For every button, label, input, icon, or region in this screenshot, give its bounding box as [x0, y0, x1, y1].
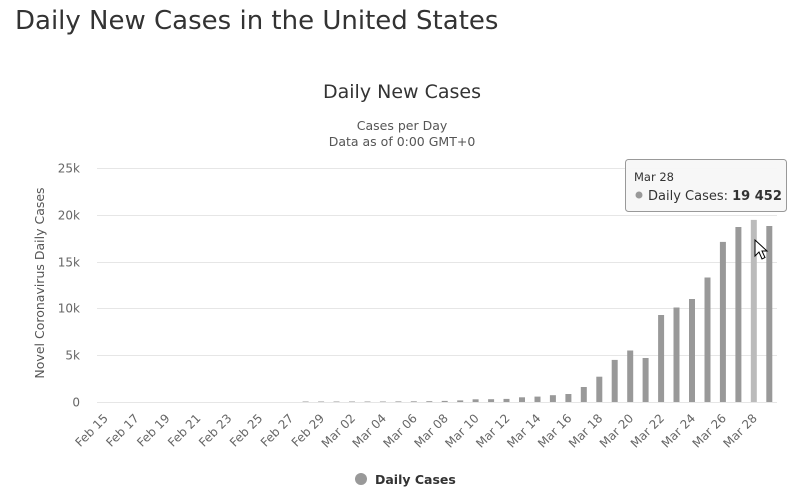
bar[interactable] [689, 299, 695, 402]
bar[interactable] [642, 358, 649, 402]
bar[interactable] [302, 401, 309, 403]
bar[interactable] [349, 401, 355, 403]
bar[interactable] [673, 307, 680, 403]
y-axis-ticks: 0 5k 10k 15k 20k 25k [58, 162, 80, 410]
legend-label-daily-cases[interactable]: Daily Cases [375, 472, 456, 487]
mouse-cursor-icon [754, 238, 769, 260]
tooltip-value: 19 452 [732, 189, 782, 204]
tooltip-series-name: Daily Cases: 19 452 [648, 189, 782, 204]
bar[interactable] [596, 376, 603, 402]
x-tick-label: Mar 28 [721, 411, 760, 450]
bar[interactable] [519, 397, 525, 402]
bar[interactable] [318, 401, 325, 403]
chart-subtitle-1: Cases per Day [357, 118, 448, 133]
x-tick-label: Feb 27 [258, 411, 296, 449]
bar[interactable] [766, 226, 773, 402]
bar[interactable] [704, 277, 711, 403]
legend[interactable]: Daily Cases [355, 472, 456, 487]
y-tick-label: 10k [58, 302, 80, 316]
tooltip-box [625, 159, 787, 212]
bar[interactable] [735, 227, 742, 402]
y-tick-label: 0 [72, 396, 80, 410]
x-tick-label: Feb 19 [134, 411, 172, 449]
bar[interactable] [457, 400, 464, 402]
bar[interactable] [565, 394, 572, 402]
x-tick-label: Feb 23 [196, 411, 234, 449]
x-tick-label: Feb 17 [103, 411, 141, 449]
bar[interactable] [580, 387, 587, 402]
x-tick-label: Mar 02 [319, 411, 358, 450]
bar[interactable] [395, 401, 402, 402]
bar[interactable] [488, 399, 495, 402]
x-tick-label: Mar 24 [659, 411, 698, 450]
bar[interactable] [426, 401, 433, 402]
bar[interactable] [627, 350, 634, 403]
bar[interactable] [719, 241, 726, 402]
tooltip: Mar 28 Daily Cases: 19 452 [625, 159, 787, 212]
y-tick-label: 5k [65, 349, 80, 363]
y-tick-label: 15k [58, 256, 80, 270]
bar[interactable] [658, 315, 665, 402]
bar[interactable] [379, 401, 386, 403]
page-title: Daily New Cases in the United States [15, 6, 499, 36]
tooltip-series-label: Daily Cases [648, 189, 724, 204]
x-tick-label: Mar 12 [473, 411, 512, 450]
bar[interactable] [611, 359, 618, 402]
x-tick-label: Feb 21 [165, 411, 203, 449]
bar[interactable] [472, 399, 479, 402]
bar[interactable] [750, 219, 757, 402]
y-tick-label: 20k [58, 209, 80, 223]
chart-title: Daily New Cases [323, 81, 481, 103]
bar[interactable] [534, 396, 541, 402]
bar[interactable] [441, 400, 448, 402]
bar[interactable] [364, 401, 371, 403]
y-tick-label: 25k [58, 162, 80, 176]
bar[interactable] [410, 401, 417, 402]
bar[interactable] [503, 398, 510, 402]
bar[interactable] [549, 395, 556, 402]
tooltip-marker [635, 191, 643, 199]
bar[interactable] [333, 401, 340, 403]
x-tick-label: Mar 14 [504, 411, 543, 450]
y-axis-label: Novel Coronavirus Daily Cases [32, 187, 47, 378]
x-tick-label: Mar 22 [628, 411, 667, 450]
x-tick-label: Feb 15 [72, 411, 110, 449]
x-tick-label: Feb 25 [227, 411, 265, 449]
chart-subtitle-2: Data as of 0:00 GMT+0 [329, 134, 476, 149]
bar-series[interactable] [302, 219, 773, 403]
legend-marker [355, 473, 367, 485]
tooltip-date: Mar 28 [634, 170, 674, 184]
